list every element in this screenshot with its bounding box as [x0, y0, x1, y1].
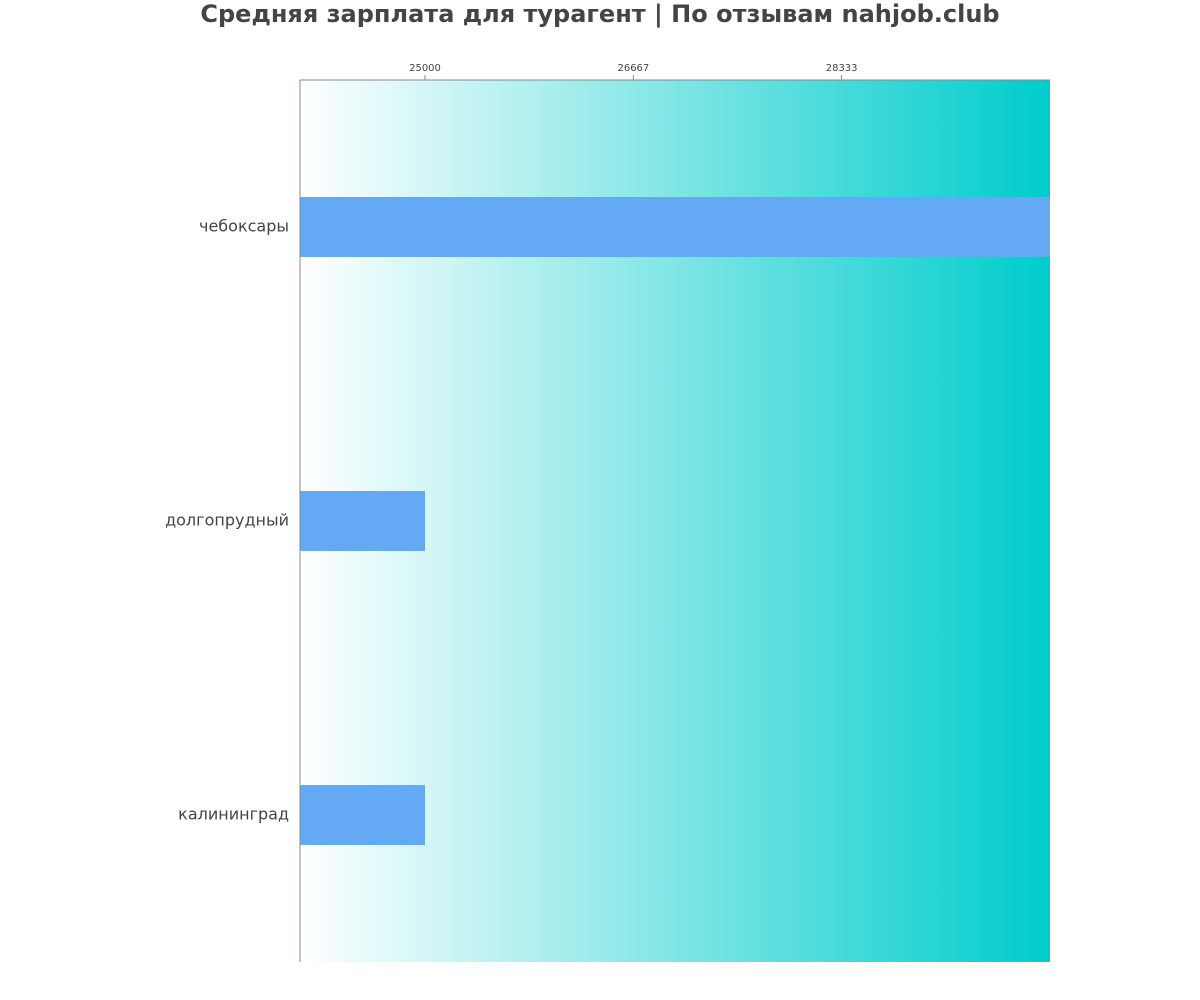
x-tick-label: 28333 [826, 63, 858, 74]
x-tick-label: 25000 [409, 63, 441, 74]
y-tick-label: чебоксары [199, 217, 289, 236]
bar [300, 197, 1050, 257]
y-tick-label: калининград [178, 805, 289, 824]
bar [300, 785, 425, 845]
y-tick-label: долгопрудный [165, 511, 289, 530]
x-tick-label: 26667 [617, 63, 649, 74]
chart-title: Средняя зарплата для турагент | По отзыв… [200, 0, 999, 28]
bar [300, 491, 425, 551]
